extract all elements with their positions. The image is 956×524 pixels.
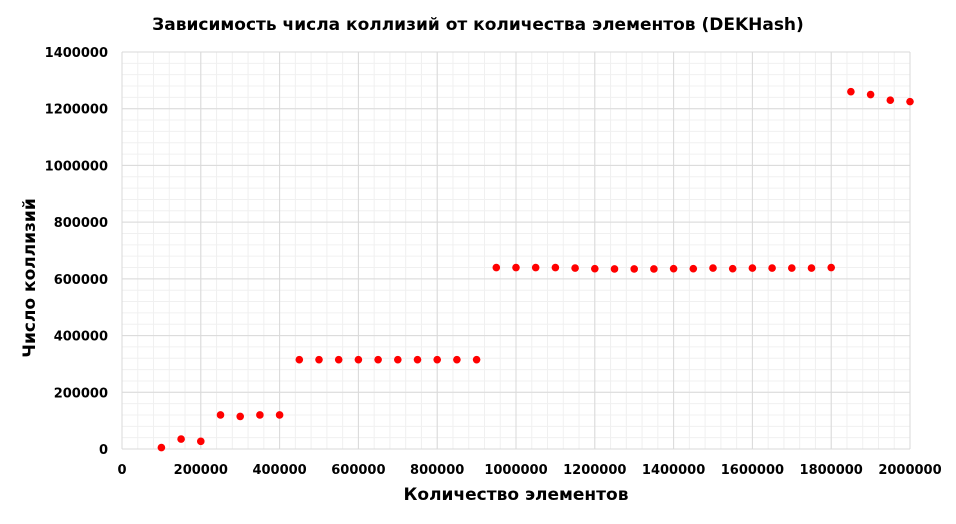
data-point xyxy=(610,265,619,273)
data-points xyxy=(157,87,914,452)
data-point xyxy=(433,355,442,364)
data-point xyxy=(768,264,776,272)
y-axis-label: Число коллизий xyxy=(20,198,40,358)
data-point xyxy=(334,355,343,364)
data-point xyxy=(236,412,244,421)
x-tick-label: 600000 xyxy=(331,463,385,478)
data-point xyxy=(906,97,914,106)
data-point xyxy=(197,437,205,446)
x-tick-label: 1800000 xyxy=(800,463,863,478)
x-axis-label: Количество элементов xyxy=(404,485,629,505)
y-tick-labels: 0 200000 400000 600000 800000 1000000 1200000 1… xyxy=(45,46,108,458)
data-point xyxy=(866,90,875,99)
data-point xyxy=(374,355,382,364)
y-tick-label: 600000 xyxy=(54,273,108,288)
major-grid xyxy=(121,51,911,450)
data-point xyxy=(492,263,501,272)
y-tick-label: 200000 xyxy=(54,386,108,401)
data-point xyxy=(453,355,461,364)
x-tick-label: 1600000 xyxy=(721,463,784,478)
data-point xyxy=(295,355,304,364)
data-point xyxy=(886,96,895,105)
data-point xyxy=(531,263,540,272)
data-point xyxy=(748,264,757,272)
data-point xyxy=(315,355,323,364)
data-point xyxy=(571,264,579,272)
data-point xyxy=(669,264,678,273)
data-point xyxy=(394,355,402,364)
data-point xyxy=(512,263,520,272)
x-tick-label: 200000 xyxy=(174,463,228,478)
data-point xyxy=(630,265,638,273)
data-point xyxy=(591,264,599,273)
x-tick-labels: 0 200000 400000 600000 800000 1000000 1200000 1… xyxy=(117,463,941,478)
data-point xyxy=(256,411,264,419)
y-tick-label: 1000000 xyxy=(45,159,108,174)
data-point xyxy=(788,264,796,272)
x-tick-label: 800000 xyxy=(410,463,464,478)
x-tick-label: 1400000 xyxy=(642,463,705,478)
data-point xyxy=(827,263,835,272)
data-point xyxy=(847,87,855,96)
x-tick-label: 1000000 xyxy=(484,463,547,478)
y-tick-label: 800000 xyxy=(54,216,108,231)
chart-title: Зависимость числа коллизий от количества… xyxy=(152,15,804,35)
y-tick-label: 0 xyxy=(99,443,108,458)
data-point xyxy=(472,355,481,364)
data-point xyxy=(807,264,816,272)
x-tick-label: 400000 xyxy=(252,463,306,478)
data-point xyxy=(275,411,284,419)
x-tick-label: 0 xyxy=(117,463,126,478)
data-point xyxy=(157,443,166,452)
data-point xyxy=(709,264,717,272)
data-point xyxy=(728,264,737,273)
data-point xyxy=(177,435,185,443)
y-tick-label: 400000 xyxy=(54,330,108,345)
x-tick-label: 2000000 xyxy=(878,463,941,478)
y-tick-label: 1400000 xyxy=(45,46,108,61)
x-tick-label: 1200000 xyxy=(563,463,626,478)
y-tick-label: 1200000 xyxy=(45,103,108,118)
data-point xyxy=(354,355,363,364)
data-point xyxy=(650,265,658,273)
data-point xyxy=(413,355,422,364)
data-point xyxy=(551,263,560,272)
data-point xyxy=(689,264,698,273)
data-point xyxy=(216,411,225,419)
